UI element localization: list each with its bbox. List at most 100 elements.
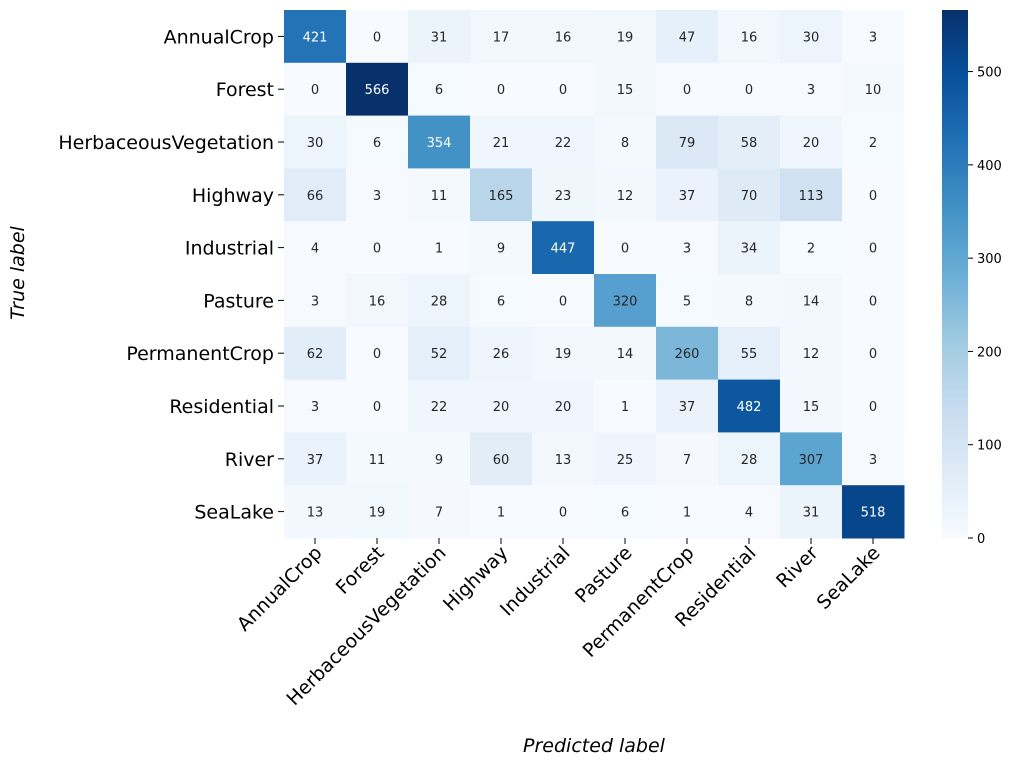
cell-value-label: 14 bbox=[617, 347, 634, 362]
heatmap-cell bbox=[780, 115, 843, 169]
heatmap-cell bbox=[284, 10, 347, 64]
cell-value-label: 3 bbox=[311, 294, 319, 309]
heatmap-cell bbox=[594, 485, 657, 539]
heatmap-cell bbox=[656, 168, 719, 222]
heatmap-cell bbox=[470, 168, 533, 222]
cell-value-label: 2 bbox=[869, 136, 877, 151]
heatmap-cell bbox=[656, 10, 719, 64]
heatmap-cell bbox=[718, 10, 781, 64]
heatmap-cell bbox=[780, 10, 843, 64]
heatmap-cell bbox=[284, 485, 347, 539]
heatmap-cell bbox=[842, 432, 905, 486]
cell-value-label: 0 bbox=[311, 83, 319, 98]
heatmap-cell bbox=[408, 62, 471, 117]
cell-value-label: 0 bbox=[373, 400, 381, 415]
cell-value-label: 58 bbox=[741, 136, 758, 151]
heatmap-cell bbox=[532, 62, 595, 117]
cell-value-label: 0 bbox=[559, 83, 567, 98]
cell-value-label: 60 bbox=[493, 453, 510, 468]
cell-value-label: 20 bbox=[555, 400, 572, 415]
cell-value-label: 307 bbox=[799, 453, 824, 468]
cell-value-label: 447 bbox=[551, 242, 576, 257]
cell-value-label: 0 bbox=[373, 30, 381, 45]
heatmap-cell bbox=[594, 168, 657, 222]
heatmap-cell bbox=[408, 485, 471, 539]
cell-value-label: 0 bbox=[869, 294, 877, 309]
heatmap-cell bbox=[408, 432, 471, 486]
heatmap-cell bbox=[656, 379, 719, 433]
cell-value-label: 2 bbox=[807, 242, 815, 257]
cell-value-label: 22 bbox=[555, 136, 572, 151]
heatmap-cell bbox=[718, 274, 781, 328]
cell-value-label: 1 bbox=[435, 242, 443, 257]
cell-value-label: 34 bbox=[741, 242, 758, 257]
cell-value-label: 6 bbox=[373, 136, 381, 151]
heatmap-cell bbox=[346, 274, 409, 328]
heatmap-cell bbox=[284, 379, 347, 433]
cell-value-label: 20 bbox=[803, 136, 820, 151]
cell-value-label: 14 bbox=[803, 294, 820, 309]
x-axis-tick-labels: AnnualCrop ForestHerbaceousVegetationHigh… bbox=[233, 538, 885, 710]
heatmap-cell bbox=[780, 274, 843, 328]
y-tick-label: PermanentCrop bbox=[126, 343, 274, 365]
heatmap-cell bbox=[842, 485, 905, 539]
cell-value-label: 19 bbox=[555, 347, 572, 362]
cell-value-label: 1 bbox=[683, 506, 691, 521]
heatmap-cell bbox=[656, 62, 719, 117]
cell-value-label: 16 bbox=[555, 30, 572, 45]
cell-value-label: 6 bbox=[435, 83, 443, 98]
cell-value-label: 0 bbox=[869, 347, 877, 362]
cell-value-label: 19 bbox=[369, 506, 386, 521]
heatmap-cell bbox=[842, 62, 905, 117]
heatmap-cell bbox=[346, 379, 409, 433]
heatmap-cell bbox=[470, 10, 533, 64]
heatmap-cells bbox=[284, 10, 905, 539]
cell-value-label: 320 bbox=[613, 294, 638, 309]
heatmap-cell bbox=[594, 62, 657, 117]
cell-value-label: 31 bbox=[431, 30, 448, 45]
cell-value-label: 55 bbox=[741, 347, 758, 362]
cell-value-label: 30 bbox=[803, 30, 820, 45]
cell-value-label: 11 bbox=[431, 189, 448, 204]
cell-value-label: 15 bbox=[803, 400, 820, 415]
colorbar: 0 100 200 300 400 500 bbox=[942, 10, 1002, 547]
cell-value-label: 0 bbox=[373, 242, 381, 257]
cell-value-label: 30 bbox=[307, 136, 324, 151]
heatmap-cell bbox=[408, 274, 471, 328]
heatmap-cell bbox=[532, 221, 595, 275]
cell-value-label: 7 bbox=[683, 453, 691, 468]
heatmap-cell bbox=[718, 485, 781, 539]
heatmap-cell bbox=[656, 485, 719, 539]
y-tick-label: SeaLake bbox=[194, 502, 274, 524]
heatmap-cell bbox=[346, 168, 409, 222]
cell-value-label: 8 bbox=[621, 136, 629, 151]
cell-value-label: 19 bbox=[617, 30, 634, 45]
heatmap-cell bbox=[532, 326, 595, 381]
heatmap-cell bbox=[780, 432, 843, 486]
cell-value-label: 37 bbox=[307, 453, 324, 468]
cell-value-label: 6 bbox=[497, 294, 505, 309]
heatmap-cell bbox=[594, 10, 657, 64]
cell-value-label: 518 bbox=[861, 506, 886, 521]
cell-value-label: 3 bbox=[311, 400, 319, 415]
cell-value-label: 16 bbox=[741, 30, 758, 45]
x-tick-label: AnnualCrop bbox=[233, 542, 327, 636]
heatmap-cell bbox=[408, 379, 471, 433]
cell-value-label: 11 bbox=[369, 453, 386, 468]
heatmap-cell bbox=[470, 326, 533, 381]
y-tick-label: Pasture bbox=[203, 290, 274, 312]
heatmap-cell bbox=[842, 379, 905, 433]
cell-value-label: 23 bbox=[555, 189, 572, 204]
y-tick-label: HerbaceousVegetation bbox=[58, 132, 274, 154]
heatmap-cell bbox=[346, 115, 409, 169]
cell-value-label: 0 bbox=[869, 400, 877, 415]
heatmap-cell bbox=[532, 168, 595, 222]
heatmap-cell bbox=[532, 432, 595, 486]
cell-value-label: 4 bbox=[745, 506, 753, 521]
heatmap-cell bbox=[532, 379, 595, 433]
heatmap-cell bbox=[656, 326, 719, 381]
cell-value-label: 113 bbox=[799, 189, 824, 204]
cell-value-label: 421 bbox=[303, 30, 328, 45]
cell-value-label: 37 bbox=[679, 400, 696, 415]
